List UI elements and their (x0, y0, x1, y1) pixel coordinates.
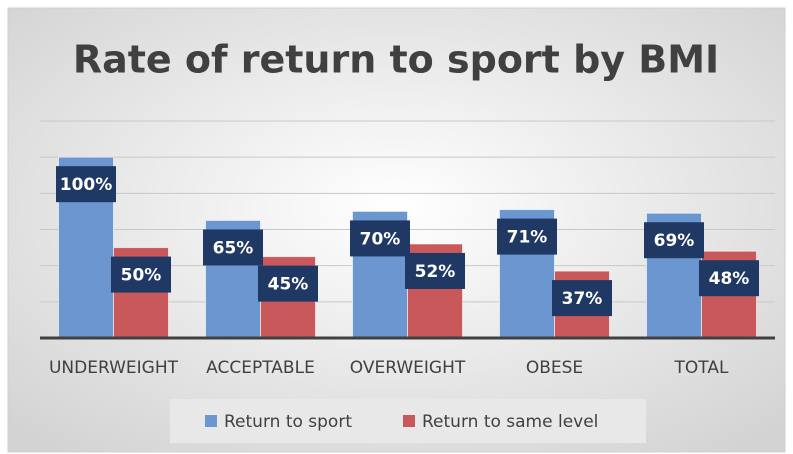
data-label: 65% (213, 238, 254, 258)
data-label: 100% (60, 175, 113, 195)
x-tick-label: UNDERWEIGHT (49, 358, 179, 378)
x-tick-label: OVERWEIGHT (350, 358, 466, 378)
data-label: 48% (709, 269, 750, 289)
x-tick-label: OBESE (526, 358, 583, 378)
data-label-box (405, 252, 465, 289)
data-label-box (644, 222, 704, 259)
data-label-box (258, 265, 318, 302)
data-label: 52% (415, 262, 456, 282)
data-label-box (699, 260, 759, 297)
chart-title: Rate of return to sport by BMI (73, 38, 719, 82)
data-label-box (111, 256, 171, 293)
data-label: 69% (654, 231, 695, 251)
data-label: 71% (507, 228, 548, 248)
data-label-box (203, 229, 263, 266)
legend-label: Return to sport (224, 412, 352, 432)
data-label: 37% (562, 289, 603, 309)
x-tick-label: TOTAL (674, 358, 729, 378)
data-label: 50% (121, 266, 162, 286)
data-label: 70% (360, 229, 401, 249)
data-label-box (56, 166, 116, 203)
data-label: 45% (268, 275, 309, 295)
data-label-box (350, 220, 410, 257)
legend-swatch (403, 415, 415, 427)
x-tick-label: ACCEPTABLE (206, 358, 315, 378)
legend-label: Return to same level (422, 412, 598, 432)
legend-swatch (205, 415, 217, 427)
data-label-box (497, 218, 557, 255)
data-label-box (552, 280, 612, 317)
